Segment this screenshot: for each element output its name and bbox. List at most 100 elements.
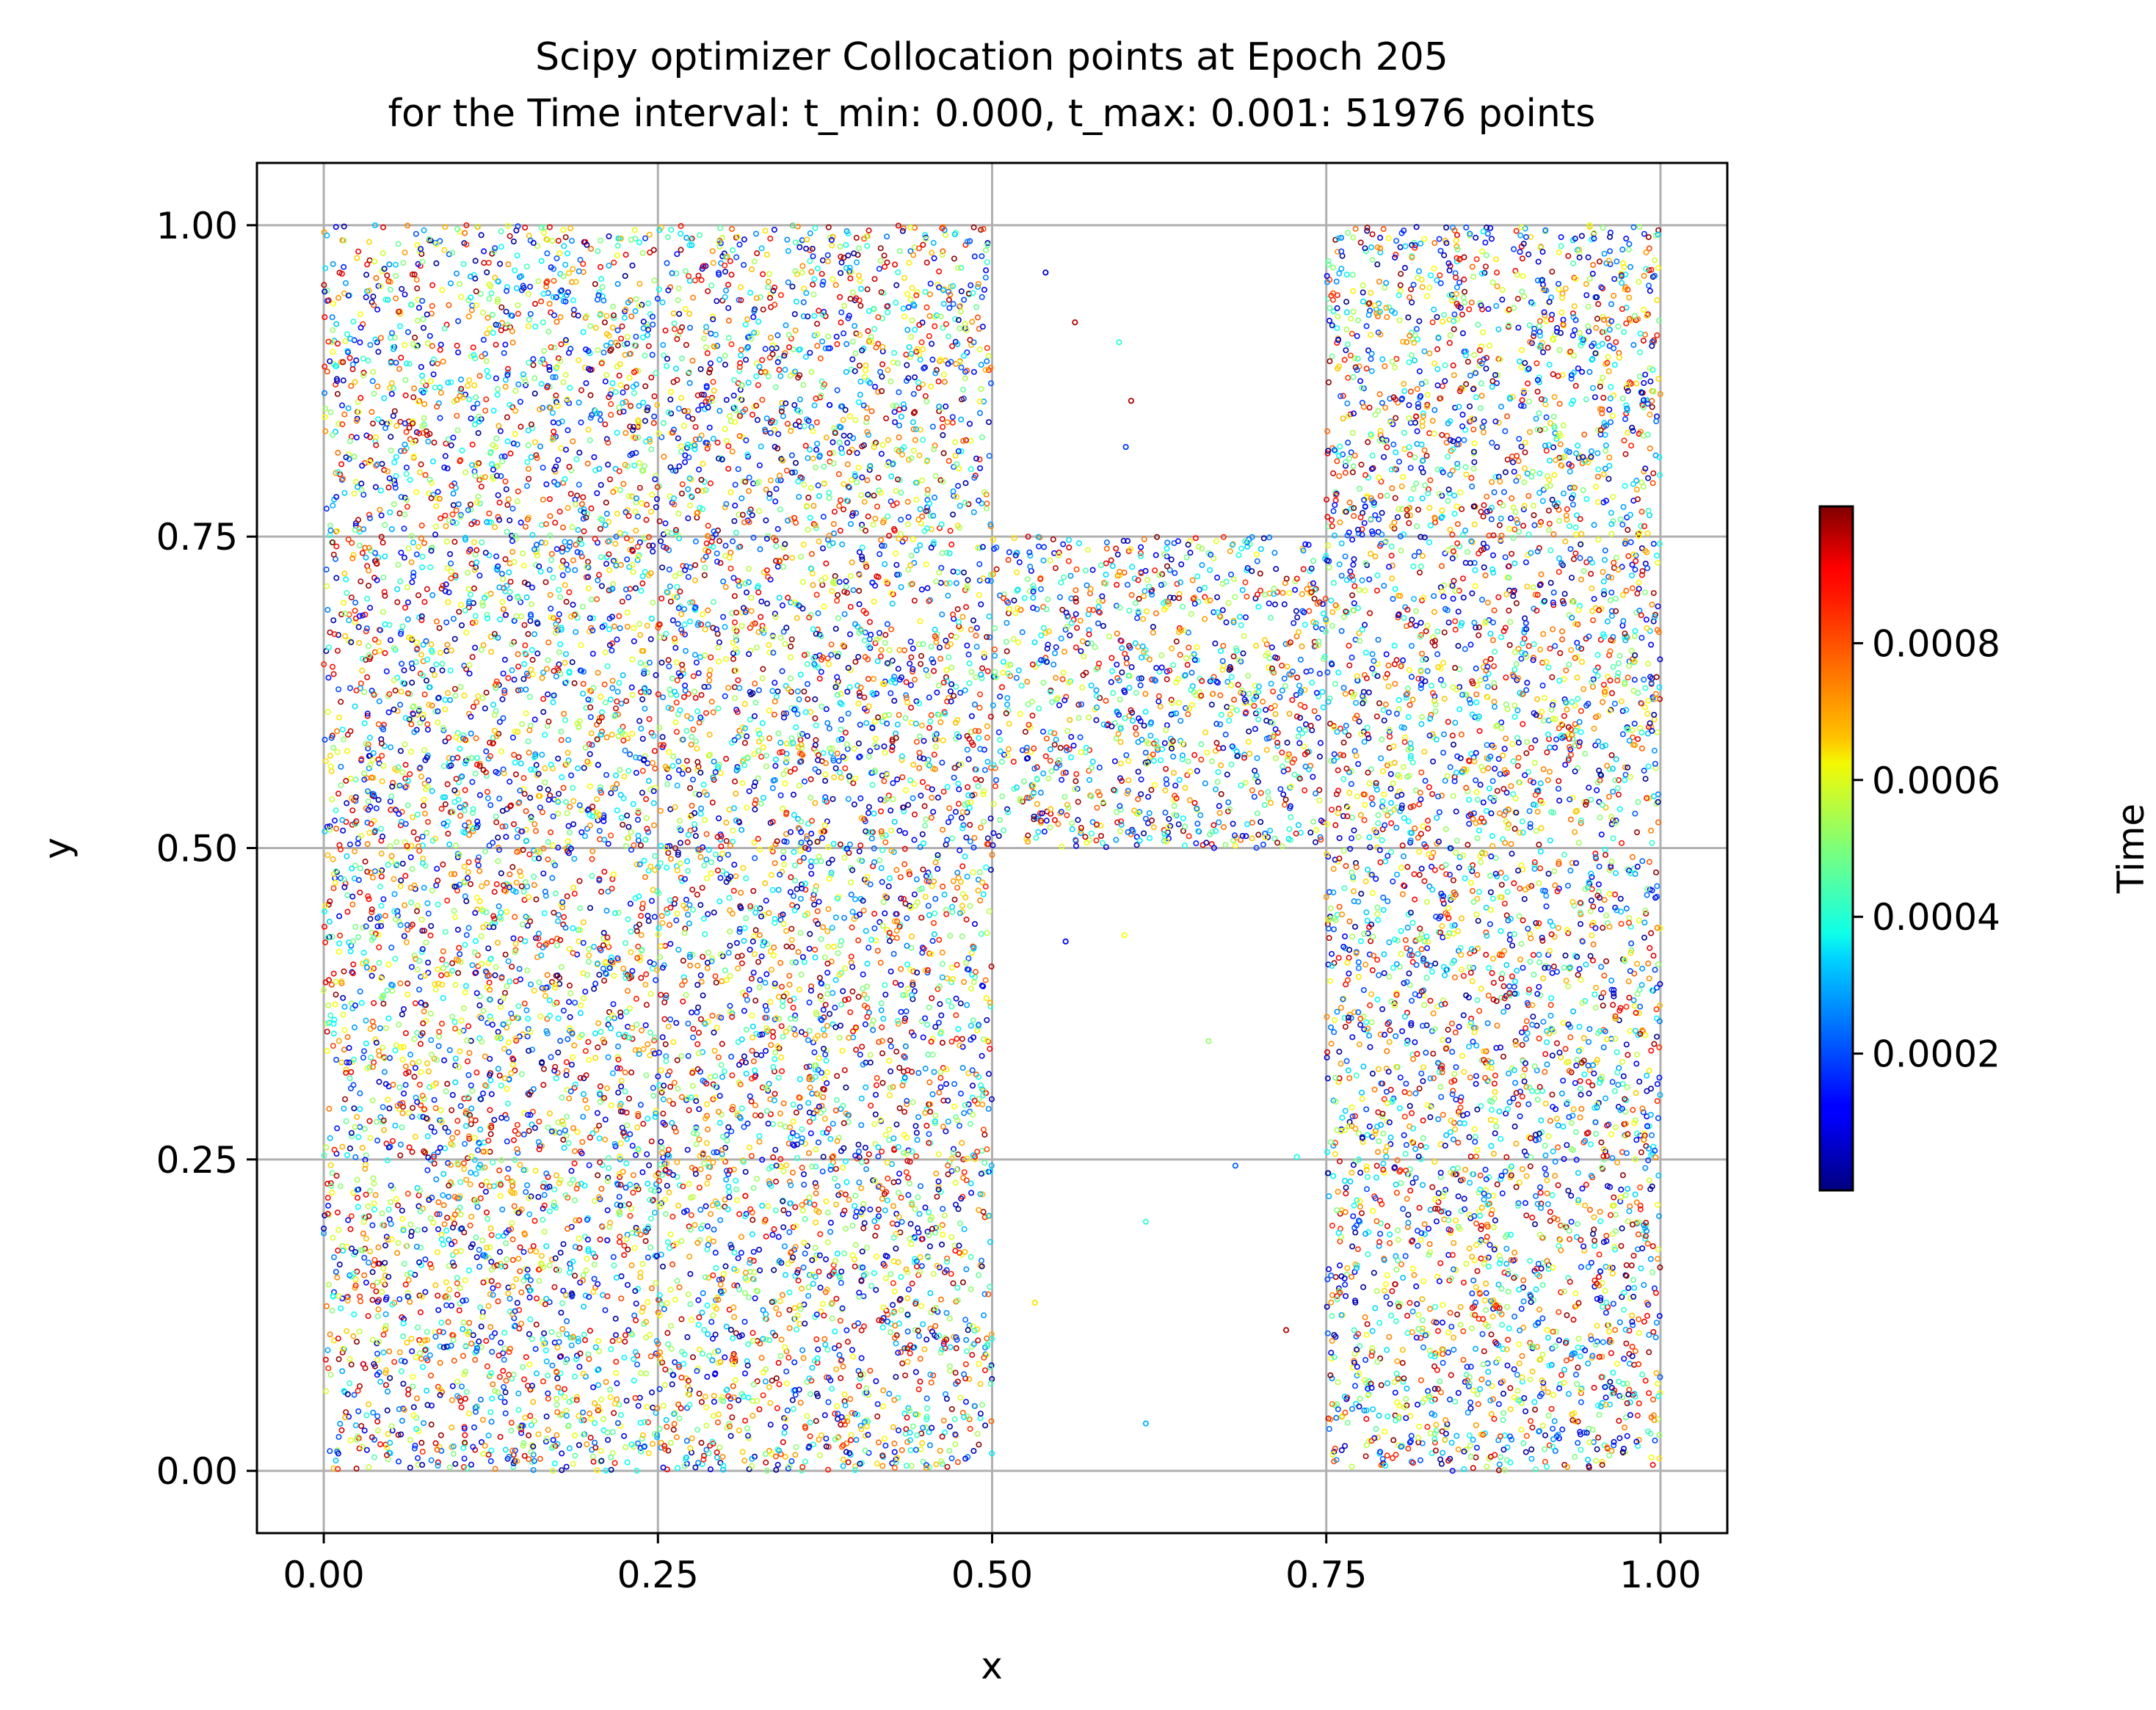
scatter-point <box>553 942 560 949</box>
scatter-point <box>376 913 382 920</box>
scatter-point <box>692 833 699 840</box>
scatter-point <box>802 1320 808 1327</box>
scatter-point <box>948 1234 955 1240</box>
scatter-point <box>576 399 582 406</box>
scatter-point <box>667 1287 674 1293</box>
scatter-point <box>410 829 417 836</box>
scatter-point <box>984 345 990 352</box>
scatter-point <box>645 1299 651 1306</box>
scatter-point <box>622 352 628 358</box>
scatter-point <box>773 486 780 492</box>
scatter-point <box>846 684 853 691</box>
scatter-point <box>872 1111 879 1118</box>
scatter-point <box>702 931 708 937</box>
scatter-point <box>525 1016 531 1022</box>
scatter-point <box>578 829 585 836</box>
scatter-point <box>336 913 343 920</box>
scatter-point <box>864 1245 871 1251</box>
scatter-point <box>520 888 527 895</box>
scatter-point <box>846 413 853 420</box>
scatter-point <box>586 952 592 958</box>
scatter-point <box>806 1000 813 1006</box>
scatter-point <box>945 1118 951 1125</box>
scatter-point <box>741 261 747 268</box>
scatter-point <box>341 1003 348 1010</box>
scatter-point <box>672 572 678 579</box>
scatter-point <box>807 1130 814 1137</box>
scatter-point <box>976 1272 982 1278</box>
scatter-point <box>551 1186 558 1193</box>
scatter-point <box>632 508 639 514</box>
scatter-point <box>776 366 783 373</box>
scatter-point <box>973 625 980 631</box>
scatter-point <box>599 1292 606 1298</box>
scatter-point <box>882 1275 889 1281</box>
scatter-point <box>904 961 911 968</box>
scatter-point <box>421 796 427 803</box>
scatter-point <box>873 1287 879 1293</box>
scatter-point <box>865 228 872 234</box>
scatter-point <box>772 611 778 617</box>
scatter-point <box>785 1354 792 1361</box>
scatter-point <box>771 711 777 718</box>
scatter-point <box>587 751 593 757</box>
scatter-point <box>617 1171 623 1177</box>
scatter-point <box>646 1162 653 1168</box>
scatter-point <box>841 611 848 617</box>
scatter-point <box>961 352 968 359</box>
scatter-point <box>521 1452 528 1459</box>
scatter-point <box>783 1162 790 1168</box>
scatter-point <box>340 1011 346 1018</box>
scatter-point <box>545 290 551 296</box>
scatter-point <box>772 498 779 505</box>
scatter-point <box>830 796 836 802</box>
scatter-point <box>981 1312 987 1319</box>
scatter-point <box>335 1247 341 1254</box>
scatter-point <box>705 621 711 627</box>
scatter-point <box>428 1052 435 1058</box>
scatter-point <box>890 1203 897 1209</box>
scatter-point <box>780 848 787 855</box>
scatter-point <box>560 1241 567 1248</box>
scatter-point <box>479 1090 486 1096</box>
scatter-point <box>480 1450 487 1457</box>
scatter-point <box>784 236 791 243</box>
scatter-point <box>865 809 872 816</box>
scatter-point <box>645 343 652 349</box>
scatter-point <box>415 1455 421 1461</box>
scatter-point <box>810 1281 816 1287</box>
scatter-point <box>688 1212 694 1218</box>
scatter-point <box>658 913 665 920</box>
scatter-point <box>929 883 935 889</box>
scatter-point <box>480 641 487 648</box>
scatter-point <box>943 1391 949 1397</box>
scatter-point <box>851 746 857 752</box>
scatter-point <box>880 1403 887 1410</box>
scatter-point <box>382 912 388 919</box>
scatter-point <box>690 673 697 680</box>
scatter-point <box>327 1135 333 1141</box>
scatter-point <box>369 1283 376 1289</box>
scatter-point <box>546 1110 553 1117</box>
scatter-point <box>984 501 990 507</box>
scatter-point <box>580 1113 587 1120</box>
scatter-point <box>471 949 478 956</box>
scatter-point <box>533 896 540 903</box>
scatter-point <box>374 923 381 930</box>
scatter-point <box>759 1202 766 1209</box>
scatter-point <box>758 754 765 760</box>
scatter-point <box>823 560 830 567</box>
scatter-point <box>661 454 667 460</box>
scatter-point <box>535 1267 542 1273</box>
scatter-point <box>805 1037 811 1044</box>
scatter-point <box>893 1374 899 1380</box>
scatter-point <box>786 1306 793 1313</box>
scatter-point <box>550 374 556 380</box>
scatter-point <box>855 740 862 746</box>
scatter-point <box>365 1203 371 1209</box>
scatter-point <box>962 1317 969 1323</box>
scatter-point <box>856 588 863 594</box>
scatter-point <box>738 826 745 833</box>
scatter-point <box>460 1353 466 1359</box>
scatter-point <box>587 905 593 912</box>
